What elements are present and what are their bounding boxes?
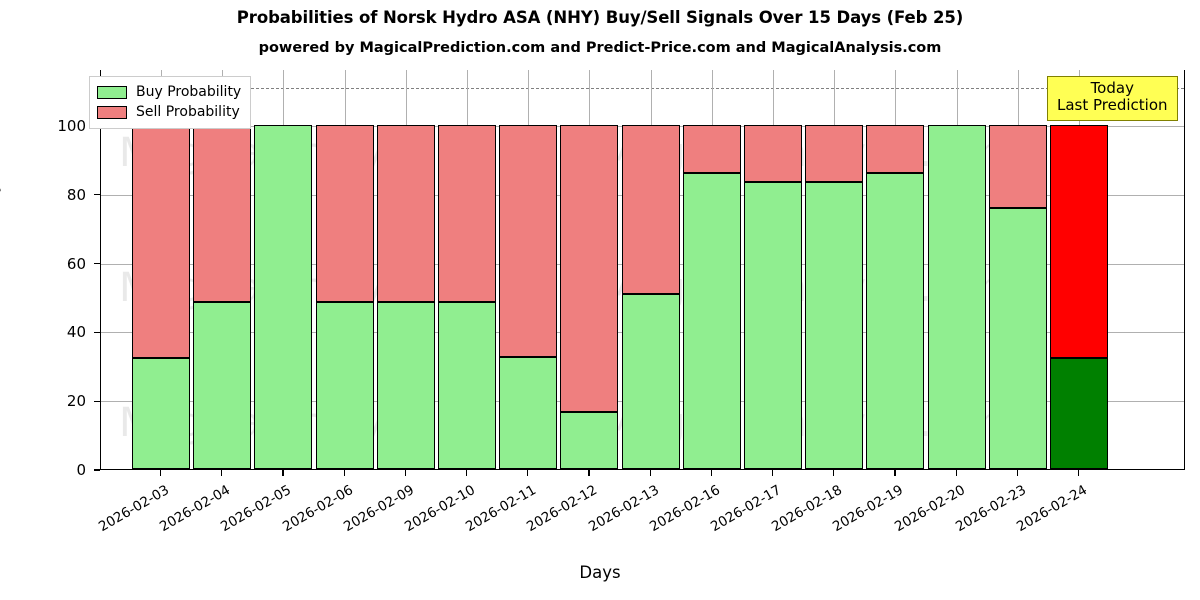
bar-2026-02-23[interactable]	[988, 70, 1047, 469]
plot-area: MagicalAnalysis.comMagicalAnalysis.comMa…	[100, 70, 1185, 470]
y-tick-mark-40	[94, 331, 100, 334]
y-axis-label: Probability	[0, 183, 1, 270]
today-annotation: Today Last Prediction	[1047, 76, 1178, 121]
legend: Buy Probability Sell Probability	[89, 76, 252, 129]
x-tick-mark-0	[160, 470, 162, 476]
bar-segment-buy[interactable]	[988, 207, 1047, 469]
y-tick-label-80: 80	[66, 185, 86, 204]
reference-line-dashed	[101, 88, 1184, 90]
x-tick-mark-14	[1016, 470, 1019, 476]
y-tick-label-0: 0	[76, 461, 86, 479]
bar-2026-02-20[interactable]	[927, 70, 986, 469]
x-tick-mark-10	[772, 470, 774, 476]
x-axis-label: Days	[579, 563, 621, 582]
bar-segment-buy[interactable]	[193, 302, 252, 469]
today-annotation-line1: Today	[1090, 79, 1134, 97]
today-annotation-line2: Last Prediction	[1057, 96, 1168, 115]
bar-segment-buy[interactable]	[805, 182, 864, 469]
bar-segment-sell[interactable]	[805, 125, 864, 183]
x-tick-mark-12	[894, 470, 896, 476]
bar-2026-02-11[interactable]	[499, 70, 558, 469]
bar-segment-buy[interactable]	[744, 182, 802, 469]
bar-2026-02-09[interactable]	[376, 70, 435, 469]
bar-2026-02-24[interactable]	[1050, 70, 1108, 469]
y-tick-mark-60	[94, 262, 100, 265]
x-tick-mark-3	[343, 470, 345, 476]
bar-2026-02-03[interactable]	[132, 70, 190, 469]
x-tick-mark-11	[833, 470, 835, 476]
bar-segment-buy[interactable]	[376, 302, 435, 469]
bar-segment-sell[interactable]	[988, 125, 1047, 208]
y-tick-mark-0	[94, 469, 100, 471]
bar-segment-sell[interactable]	[499, 125, 558, 358]
x-tick-mark-15	[1078, 470, 1080, 476]
bar-2026-02-16[interactable]	[682, 70, 741, 469]
legend-label-buy: Buy Probability	[136, 84, 242, 100]
x-tick-mark-4	[404, 470, 407, 476]
chart-subtitle: powered by MagicalPrediction.com and Pre…	[258, 40, 942, 56]
bar-segment-buy[interactable]	[927, 125, 986, 469]
x-tick-mark-1	[221, 470, 223, 476]
bar-segment-sell[interactable]	[866, 125, 925, 174]
bar-segment-buy[interactable]	[866, 173, 925, 469]
x-tick-mark-2	[282, 470, 284, 476]
x-tick-mark-6	[527, 470, 529, 476]
y-tick-mark-80	[94, 194, 100, 196]
legend-label-sell: Sell Probability	[136, 104, 240, 120]
bar-segment-sell[interactable]	[376, 125, 435, 303]
bar-2026-02-10[interactable]	[438, 70, 496, 469]
legend-swatch-buy	[97, 85, 127, 99]
x-tick-mark-8	[649, 470, 651, 476]
bar-segment-buy[interactable]	[621, 293, 680, 469]
x-tick-mark-7	[588, 470, 590, 476]
bar-2026-02-05[interactable]	[254, 70, 313, 469]
bar-segment-buy[interactable]	[682, 173, 741, 469]
y-tick-mark-20	[94, 400, 100, 402]
plot-inner: MagicalAnalysis.comMagicalAnalysis.comMa…	[101, 70, 1184, 469]
bar-segment-sell[interactable]	[682, 125, 741, 174]
x-tick-mark-13	[955, 470, 957, 476]
bar-segment-buy[interactable]	[499, 357, 558, 469]
bar-segment-buy[interactable]	[132, 357, 190, 469]
bar-segment-sell[interactable]	[315, 125, 374, 303]
y-tick-label-20: 20	[66, 392, 86, 411]
bar-2026-02-13[interactable]	[621, 70, 680, 469]
x-tick-mark-5	[466, 470, 468, 476]
legend-item-sell: Sell Probability	[97, 102, 241, 122]
bar-2026-02-18[interactable]	[805, 70, 864, 469]
y-tick-label-40: 40	[66, 323, 86, 342]
x-tick-mark-9	[710, 470, 713, 476]
bar-segment-sell[interactable]	[193, 125, 252, 303]
bar-2026-02-12[interactable]	[560, 70, 619, 469]
bar-segment-sell[interactable]	[560, 125, 619, 412]
chart-title: Probabilities of Norsk Hydro ASA (NHY) B…	[236, 8, 964, 27]
bar-2026-02-17[interactable]	[744, 70, 802, 469]
bar-segment-buy[interactable]	[254, 125, 313, 469]
legend-item-buy: Buy Probability	[97, 82, 241, 102]
bar-segment-buy[interactable]	[560, 411, 619, 469]
bar-segment-sell[interactable]	[621, 125, 680, 294]
bar-2026-02-06[interactable]	[315, 70, 374, 469]
bar-segment-sell[interactable]	[438, 125, 496, 303]
bar-segment-sell[interactable]	[744, 125, 802, 183]
bar-2026-02-19[interactable]	[866, 70, 925, 469]
y-tick-label-60: 60	[66, 254, 86, 273]
bar-segment-buy[interactable]	[1050, 357, 1108, 469]
y-tick-label-100: 100	[57, 117, 86, 135]
bar-segment-sell[interactable]	[132, 125, 190, 358]
bar-segment-buy[interactable]	[438, 302, 496, 469]
bar-segment-sell[interactable]	[1050, 125, 1108, 358]
legend-swatch-sell	[97, 105, 127, 119]
bar-2026-02-04[interactable]	[193, 70, 252, 469]
bar-segment-buy[interactable]	[315, 302, 374, 469]
